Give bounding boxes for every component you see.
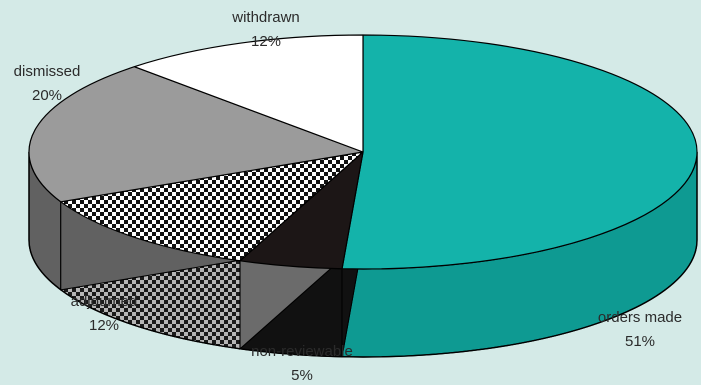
slice-value-dismissed: 20% xyxy=(32,87,62,104)
pie-rim-outline xyxy=(28,152,698,358)
slice-value-non-reviewable: 5% xyxy=(291,367,313,384)
pie-slice-orders-made xyxy=(341,34,698,270)
slice-value-withdrawn: 12% xyxy=(251,33,281,50)
slice-value-orders-made: 51% xyxy=(625,333,655,350)
pie-slice-withdrawn xyxy=(133,34,364,153)
slice-label-orders-made: orders made xyxy=(598,309,682,326)
pie-tops xyxy=(28,34,698,270)
slice-value-adjourned: 12% xyxy=(89,317,119,334)
slice-label-adjourned: adjourned xyxy=(71,293,138,310)
slice-label-non-reviewable: non-reviewable xyxy=(251,343,353,360)
slice-label-withdrawn: withdrawn xyxy=(231,9,300,26)
pie-slice-dismissed xyxy=(28,66,364,203)
pie-labels: orders made 51% non-reviewable 5% adjourned 1… xyxy=(14,9,682,384)
pie-slice-adjourned xyxy=(60,151,364,262)
slice-label-dismissed: dismissed xyxy=(14,63,81,80)
